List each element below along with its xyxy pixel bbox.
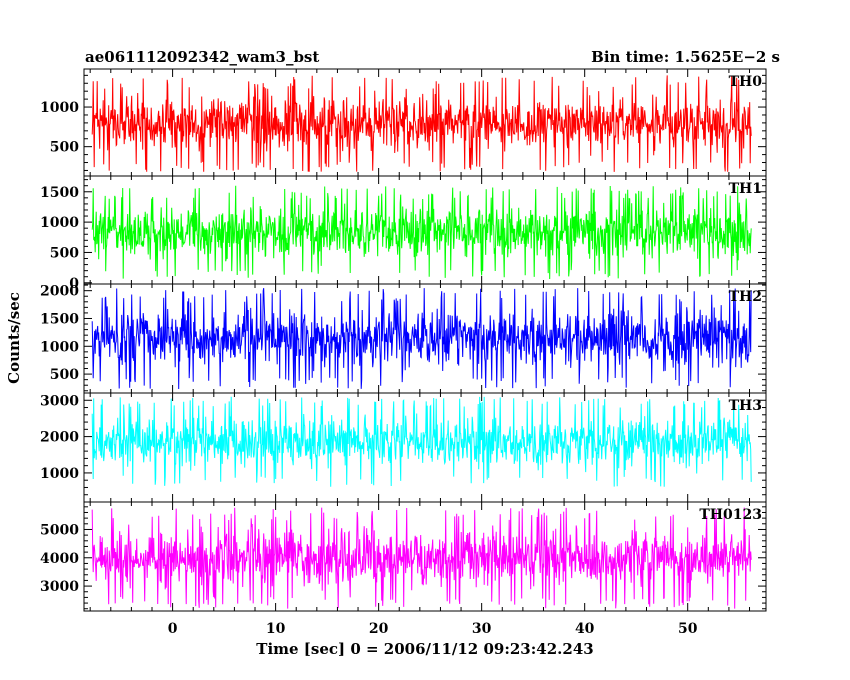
y-tick-label: 3000 — [40, 393, 79, 409]
x-tick-label: 40 — [575, 621, 595, 637]
panel-th0123: 3000 4000 5000 TH0123 — [40, 501, 767, 612]
y-tick-label: 0 — [69, 276, 79, 292]
y-tick-label: 1000 — [40, 215, 79, 231]
panel-label: TH2 — [729, 289, 762, 305]
y-tick-label: 1000 — [40, 466, 79, 482]
panel-frame — [83, 501, 767, 612]
panel-label: TH3 — [729, 398, 762, 414]
x-tick-label: 50 — [678, 621, 698, 637]
series-line-th0123 — [91, 507, 752, 609]
panel-th1: 0 500 1000 1500 TH1 — [40, 175, 767, 292]
y-tick-label: 5000 — [40, 522, 79, 538]
y-tick-label: 1000 — [40, 339, 79, 355]
y-tick-label: 500 — [50, 140, 79, 156]
y-tick-label: 3000 — [40, 579, 79, 595]
chart-subtitle: Bin time: 1.5625E−2 s — [591, 48, 780, 66]
y-tick-label: 500 — [50, 367, 79, 383]
y-tick-label: 2000 — [40, 284, 79, 300]
x-axis-label: Time [sec] 0 = 2006/11/12 09:23:42.243 — [256, 640, 593, 658]
series-line-th1 — [91, 185, 752, 280]
series-line-th3 — [91, 396, 752, 487]
y-tick-label: 1500 — [40, 185, 79, 201]
panel-th0: 500 1000 TH0 — [40, 68, 767, 177]
x-tick-label: 10 — [266, 621, 286, 637]
y-tick-label: 1500 — [40, 311, 79, 327]
x-tick-label: 20 — [369, 621, 389, 637]
y-tick-label: 500 — [50, 245, 79, 261]
y-tick-label: 1000 — [40, 100, 79, 116]
panel-label: TH0123 — [699, 507, 762, 523]
series-line-th0 — [91, 75, 752, 172]
chart-title: ae061112092342_wam3_bst — [85, 48, 319, 66]
y-tick-label: 4000 — [40, 551, 79, 567]
y-axis-label: Counts/sec — [5, 292, 23, 384]
panel-label: TH1 — [729, 181, 762, 197]
panel-th2: 500 1000 1500 2000 TH2 — [40, 283, 767, 394]
y-tick-label: 2000 — [40, 430, 79, 446]
series-line-th2 — [91, 288, 752, 390]
panel-th3: 1000 2000 3000 TH3 — [40, 392, 767, 503]
panel-label: TH0 — [729, 74, 763, 90]
x-tick-labels: 0 10 20 30 40 50 — [168, 621, 698, 637]
panels-group: 500 1000 TH0 0 500 1000 1500 TH1 500 1000 1500 2000… — [40, 68, 767, 612]
x-tick-label: 30 — [472, 621, 492, 637]
x-tick-label: 0 — [168, 621, 178, 637]
